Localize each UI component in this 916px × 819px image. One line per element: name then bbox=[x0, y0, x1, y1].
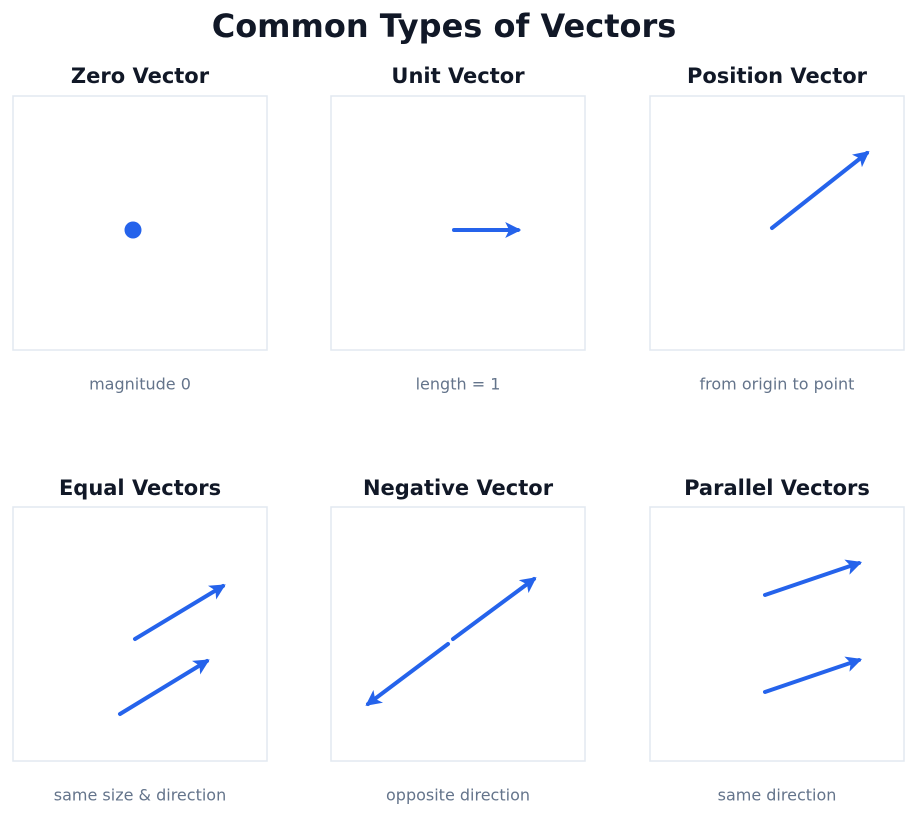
caption: magnitude 0 bbox=[89, 375, 191, 394]
panel-title: Parallel Vectors bbox=[684, 476, 870, 500]
panel-title: Position Vector bbox=[687, 64, 868, 88]
caption: same direction bbox=[718, 786, 837, 805]
vector-arrow bbox=[451, 577, 537, 641]
vector-arrow bbox=[365, 642, 450, 706]
panel-box bbox=[649, 506, 905, 762]
caption: same size & direction bbox=[54, 786, 226, 805]
caption: opposite direction bbox=[386, 786, 530, 805]
vector-arrow bbox=[770, 151, 870, 230]
caption: from origin to point bbox=[700, 375, 855, 394]
vector-arrow bbox=[133, 584, 226, 641]
panel-box bbox=[12, 95, 268, 351]
zero-vector-dot bbox=[124, 221, 142, 239]
panel-title: Negative Vector bbox=[363, 476, 554, 500]
vector-arrow bbox=[118, 659, 210, 716]
panel-title: Unit Vector bbox=[391, 64, 525, 88]
panel-title: Zero Vector bbox=[71, 64, 210, 88]
title: Common Types of Vectors bbox=[212, 7, 677, 45]
panel-title: Equal Vectors bbox=[59, 476, 221, 500]
panel-box bbox=[330, 95, 586, 351]
vector-arrow bbox=[763, 559, 863, 597]
caption: length = 1 bbox=[416, 375, 501, 394]
vector-arrow bbox=[763, 656, 863, 694]
